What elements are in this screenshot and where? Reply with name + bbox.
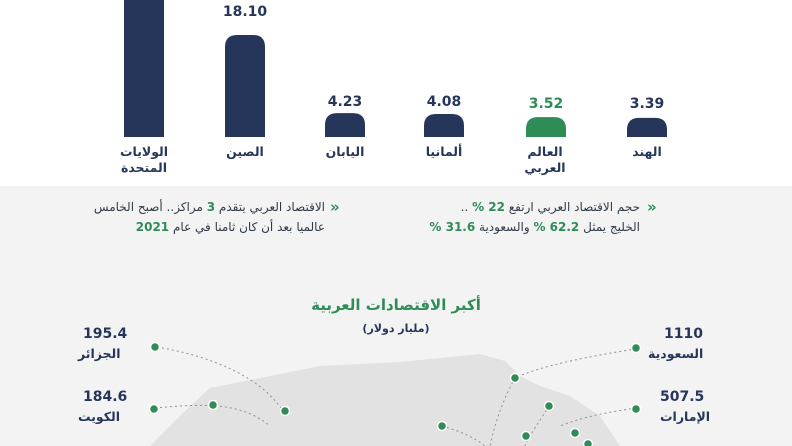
connector-line: [514, 348, 637, 379]
map-landmass: [150, 354, 620, 446]
map-marker: [582, 438, 594, 446]
map-marker: [543, 400, 555, 412]
map-marker: [436, 420, 448, 432]
map-subtitle: (مليار دولار): [362, 322, 430, 335]
map-marker: [279, 405, 291, 417]
category-label-japan: اليابان: [325, 144, 365, 159]
value-label-china: 18.10: [222, 4, 268, 20]
connector-line: [524, 405, 550, 446]
map-title: أكبر الاقتصادات العربية: [311, 296, 481, 314]
bar-chart: [124, 0, 667, 137]
bullet-chevron-icon: »: [330, 198, 340, 216]
map-marker: [630, 403, 642, 415]
bar-arab-world: [526, 117, 566, 137]
value-label-germany: 4.08: [426, 94, 462, 110]
country-value-uae: 507.5: [660, 389, 705, 405]
arab-world-map: [148, 341, 642, 446]
connector-line: [154, 404, 271, 427]
bar-chart-panel: 18.10 4.23 4.08 3.52 3.39 الولايات المتح…: [0, 0, 792, 186]
country-name-saudi: السعودية: [648, 346, 704, 361]
country-name-kuwait: الكويت: [78, 409, 121, 424]
country-value-kuwait: 184.6: [83, 389, 128, 405]
connector-line: [441, 425, 486, 446]
country-name-algeria: الجزائر: [78, 346, 121, 361]
category-label-china: الصين: [226, 144, 264, 159]
map-marker: [207, 399, 219, 411]
note-left: الاقتصاد العربي يتقدم 3 مراكز.. أصبح الخ…: [93, 200, 325, 234]
value-label-arab-world: 3.52: [528, 96, 564, 112]
map-marker: [148, 403, 160, 415]
bar-usa: [124, 0, 164, 137]
map-marker: [630, 342, 642, 354]
value-label-japan: 4.23: [327, 94, 363, 110]
connector-line: [156, 346, 284, 412]
category-label-arab-world: العالم العربي: [524, 144, 566, 175]
category-label-india: الهند: [632, 144, 662, 159]
category-label-germany: ألمانيا: [425, 144, 463, 159]
country-value-algeria: 195.4: [83, 326, 128, 342]
bar-germany: [424, 114, 464, 137]
map-marker: [569, 427, 581, 439]
value-label-india: 3.39: [629, 96, 665, 112]
map-marker: [520, 430, 532, 442]
map-marker: [149, 341, 161, 353]
bar-japan: [325, 113, 365, 137]
bullet-chevron-icon: »: [647, 198, 657, 216]
country-name-uae: الإمارات: [660, 409, 711, 424]
connector-line: [559, 407, 637, 427]
bar-china: [225, 35, 265, 137]
country-value-saudi: 1110: [664, 326, 703, 342]
note-right: حجم الاقتصاد العربي ارتفع 22 % .. الخليج…: [429, 200, 640, 234]
category-label-usa: الولايات المتحدة: [119, 144, 169, 175]
map-marker: [509, 372, 521, 384]
connector-line: [489, 377, 516, 446]
bar-india: [627, 117, 667, 137]
